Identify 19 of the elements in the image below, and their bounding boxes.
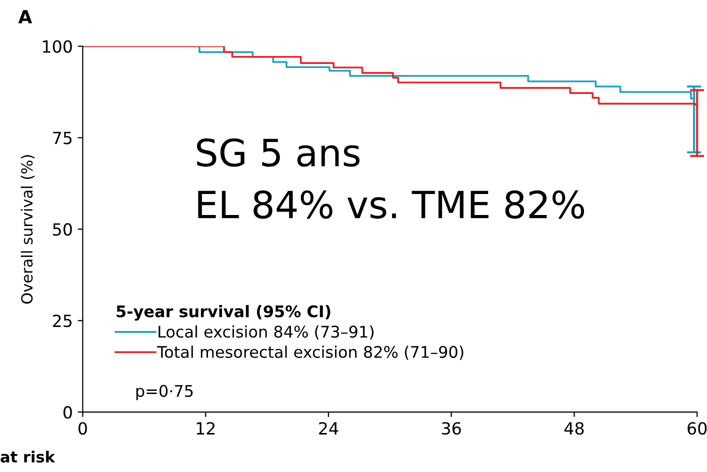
y-tick-label: 75 [53,132,72,144]
y-axis-title: Overall survival (%) [20,155,34,304]
x-tick-label: 0 [78,422,87,435]
legend-label: Total mesorectal excision 82% (71–90) [157,346,464,360]
y-tick-label: 100 [43,40,72,53]
x-tick-label: 60 [688,422,707,435]
annotation: SG 5 ans EL 84% vs. TME 82% [197,138,584,219]
x-tick-label: 36 [442,422,461,435]
chart-title: A [18,10,32,24]
x-tick-label: 12 [196,422,215,434]
y-tick-label: 25 [53,314,72,328]
x-tick-label: 24 [319,422,338,434]
legend-title: 5-year survival (95% CI) [116,305,330,321]
annotation: p=0·75 [136,384,193,400]
x-tick-label: 48 [564,422,584,435]
text: at risk [0,450,56,463]
y-tick-label: 50 [53,223,72,236]
legend-label: Local excision 84% (73–91) [158,325,374,340]
y-tick-label: 0 [63,406,72,419]
